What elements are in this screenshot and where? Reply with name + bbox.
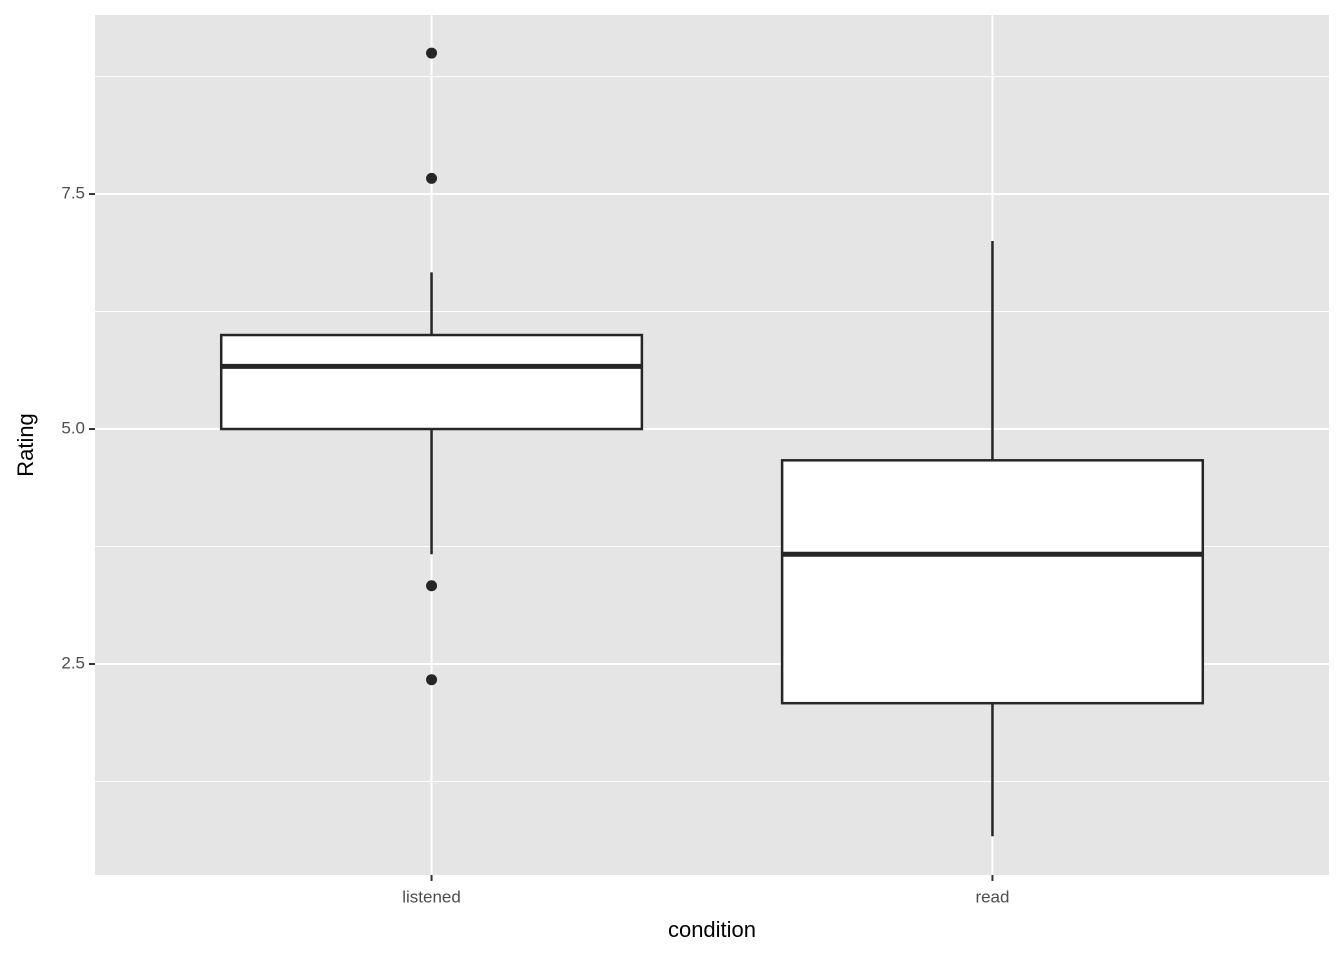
y-tick-label: 5.0 [61, 419, 85, 438]
marks [219, 47, 1205, 837]
box [780, 459, 1205, 705]
x-tick-label: listened [402, 887, 461, 906]
outlier [426, 47, 438, 59]
x-tick-label: read [975, 887, 1009, 906]
x-axis-title: condition [668, 917, 756, 942]
y-tick-label: 7.5 [61, 184, 85, 203]
outlier [426, 580, 438, 592]
box [219, 333, 644, 431]
outlier [426, 674, 438, 686]
panel [95, 15, 1329, 875]
y-axis-title: Rating [13, 413, 38, 477]
y-tick-label: 2.5 [61, 653, 85, 672]
outlier [426, 172, 438, 184]
